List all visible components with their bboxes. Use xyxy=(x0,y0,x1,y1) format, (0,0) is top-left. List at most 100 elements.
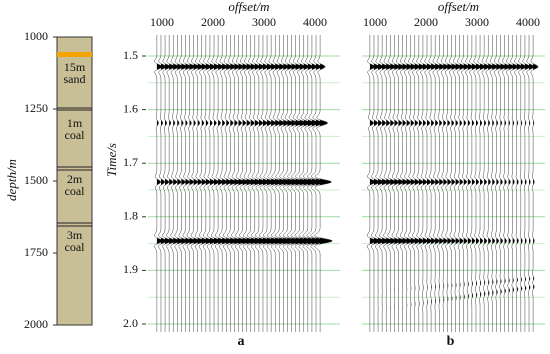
trace xyxy=(420,35,429,332)
trace xyxy=(231,35,242,332)
layer-boundaries xyxy=(57,107,92,227)
trace xyxy=(514,35,523,332)
trace xyxy=(186,35,196,332)
trace-fill xyxy=(463,35,469,332)
x-tick-label: 3000 xyxy=(465,15,489,29)
trace xyxy=(370,35,381,332)
y-tick-label: 1.8 xyxy=(123,209,138,223)
x-tick-label: 1000 xyxy=(150,15,174,29)
x-tick-label: 3000 xyxy=(252,15,276,29)
x-tick-label: 4000 xyxy=(303,15,327,29)
trace xyxy=(502,35,510,332)
y-tick-label: 1.9 xyxy=(123,262,138,276)
panel-label: b xyxy=(447,334,455,349)
trace xyxy=(518,35,527,332)
trace xyxy=(453,35,461,332)
trace-fill xyxy=(165,35,171,332)
trace xyxy=(399,35,409,332)
trace xyxy=(162,35,171,332)
layer-thickness: 2m xyxy=(67,172,83,186)
trace xyxy=(404,35,413,332)
trace xyxy=(223,35,234,332)
trace xyxy=(481,35,490,332)
x-tick-label: 1000 xyxy=(363,15,387,29)
trace xyxy=(166,35,175,332)
trace-fill xyxy=(455,35,461,332)
trace xyxy=(314,35,333,332)
trace-fill xyxy=(484,35,490,332)
trace xyxy=(219,35,229,332)
trace-fill xyxy=(492,35,498,332)
trace-fill xyxy=(467,35,473,332)
trace xyxy=(174,35,184,332)
trace xyxy=(178,35,188,332)
trace-fill xyxy=(447,35,453,332)
trace-fill xyxy=(177,35,183,332)
trace xyxy=(210,35,221,332)
trace xyxy=(227,35,238,332)
traces xyxy=(154,35,333,332)
trace xyxy=(473,35,482,332)
trace xyxy=(485,35,494,332)
trace-fill xyxy=(320,35,333,332)
strata-column xyxy=(56,36,93,326)
trace xyxy=(198,35,209,332)
trace xyxy=(489,35,498,332)
trace xyxy=(424,35,433,332)
trace-fill xyxy=(459,35,465,332)
trace xyxy=(440,35,449,332)
trace xyxy=(469,35,478,332)
x-tick-label: 2000 xyxy=(201,15,225,29)
y-tick-label: 1.5 xyxy=(123,48,138,62)
trace-fill xyxy=(480,35,486,332)
x-axis-title: offset/m xyxy=(228,0,269,14)
trace-fill xyxy=(173,35,179,332)
trace-fill xyxy=(156,35,163,332)
trace-fill xyxy=(189,35,196,332)
x-tick-label: 2000 xyxy=(414,15,438,29)
trace-fill xyxy=(201,35,208,332)
depth-tick-label: 1250 xyxy=(24,101,48,115)
trace-fill xyxy=(500,35,506,332)
trace xyxy=(461,35,469,332)
trace-fill xyxy=(443,35,449,332)
trace-fill xyxy=(451,35,457,332)
trace xyxy=(412,35,421,332)
trace-fill xyxy=(193,35,200,332)
trace xyxy=(154,35,163,332)
layer-lithology: coal xyxy=(65,240,86,254)
layer-lithology: sand xyxy=(64,72,86,86)
trace-fill xyxy=(197,35,204,332)
trace xyxy=(428,35,437,332)
trace xyxy=(158,35,167,332)
trace xyxy=(235,35,246,332)
depth-tick-label: 2000 xyxy=(24,317,48,331)
trace-fill xyxy=(181,35,187,332)
trace xyxy=(530,35,539,332)
trace xyxy=(239,35,251,332)
layer-thickness: 1m xyxy=(67,116,83,130)
y-axis-title: Time/s xyxy=(104,143,119,177)
trace xyxy=(526,35,535,332)
traces xyxy=(366,35,539,332)
x-axis-title: offset/m xyxy=(438,0,479,14)
y-tick-label: 2.0 xyxy=(123,316,138,330)
depth-tick-label: 1500 xyxy=(24,173,48,187)
trace-fill xyxy=(488,35,494,332)
x-tick-label: 4000 xyxy=(516,15,540,29)
layer-thickness: 3m xyxy=(67,228,83,242)
trace-fill xyxy=(504,35,510,332)
trace xyxy=(493,35,502,332)
trace xyxy=(387,35,397,332)
sand-marker xyxy=(57,52,92,57)
y-tick-label: 1.7 xyxy=(123,155,138,169)
trace-fill xyxy=(475,35,481,332)
trace-fill xyxy=(169,35,175,332)
trace-fill xyxy=(496,35,502,332)
trace-fill xyxy=(529,35,535,332)
trace xyxy=(432,35,441,332)
trace xyxy=(449,35,457,332)
trace-fill xyxy=(160,35,167,332)
trace xyxy=(366,35,377,332)
